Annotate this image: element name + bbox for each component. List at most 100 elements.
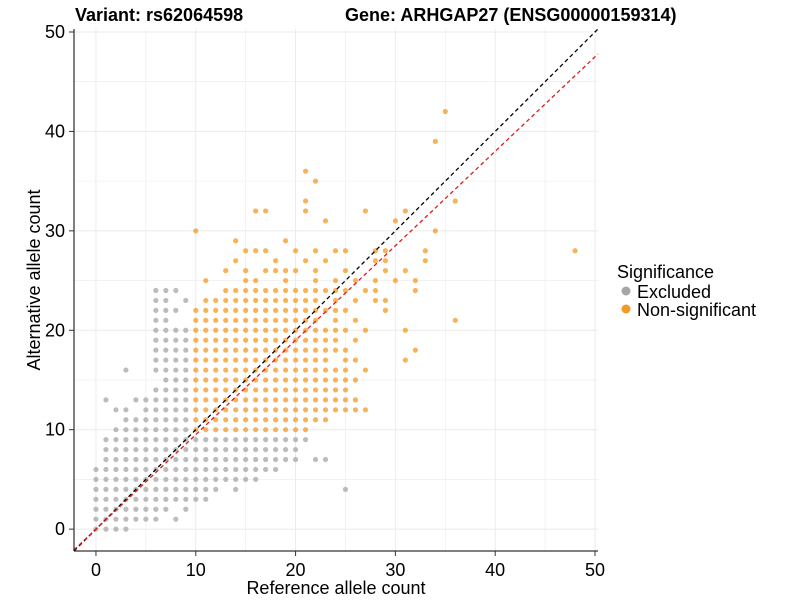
data-point bbox=[233, 367, 239, 373]
data-point bbox=[302, 168, 309, 174]
data-point bbox=[183, 446, 189, 453]
data-point bbox=[143, 407, 149, 413]
data-point bbox=[302, 258, 309, 264]
data-point bbox=[123, 526, 129, 532]
data-point bbox=[183, 297, 189, 304]
data-point bbox=[253, 456, 259, 463]
data-point bbox=[292, 268, 299, 274]
data-point bbox=[223, 337, 229, 343]
data-point bbox=[273, 417, 279, 423]
data-point bbox=[402, 327, 408, 333]
data-point bbox=[273, 387, 279, 393]
data-point bbox=[143, 437, 149, 443]
data-point bbox=[243, 337, 249, 343]
data-point bbox=[253, 277, 259, 284]
data-point bbox=[233, 317, 239, 323]
data-point bbox=[322, 397, 329, 403]
data-point bbox=[273, 427, 279, 433]
data-point bbox=[183, 397, 189, 403]
data-point bbox=[213, 367, 219, 373]
data-point bbox=[193, 456, 199, 463]
data-point bbox=[203, 446, 209, 453]
data-point bbox=[123, 486, 129, 492]
data-point bbox=[223, 427, 229, 433]
data-point bbox=[322, 337, 329, 343]
data-point bbox=[193, 486, 199, 492]
data-point bbox=[243, 476, 249, 483]
data-point bbox=[223, 347, 229, 353]
legend-swatch-non-significant bbox=[621, 304, 631, 314]
data-point bbox=[243, 347, 249, 353]
data-point bbox=[213, 327, 219, 333]
data-point bbox=[243, 317, 249, 323]
data-point bbox=[143, 456, 149, 463]
data-point bbox=[372, 258, 379, 264]
data-point bbox=[133, 397, 139, 403]
data-point bbox=[173, 496, 179, 502]
data-point bbox=[243, 277, 249, 284]
data-point bbox=[253, 208, 259, 214]
data-point bbox=[153, 476, 159, 483]
data-point bbox=[163, 307, 169, 313]
data-point bbox=[133, 456, 139, 463]
data-point bbox=[332, 337, 339, 343]
data-point bbox=[372, 277, 379, 284]
data-point bbox=[173, 377, 179, 383]
x-tick-label: 50 bbox=[585, 560, 605, 580]
data-point bbox=[292, 407, 299, 413]
data-point bbox=[193, 327, 199, 333]
x-tick-label: 30 bbox=[385, 560, 405, 580]
data-point bbox=[183, 496, 189, 502]
data-point bbox=[253, 427, 259, 433]
data-point bbox=[223, 387, 229, 393]
data-point bbox=[143, 466, 149, 473]
data-point bbox=[263, 377, 269, 383]
data-point bbox=[153, 317, 159, 323]
data-point bbox=[263, 456, 269, 463]
data-point bbox=[243, 446, 249, 453]
data-point bbox=[163, 297, 169, 304]
data-point bbox=[223, 417, 229, 423]
data-point bbox=[163, 417, 169, 423]
data-point bbox=[322, 307, 329, 313]
data-point bbox=[452, 317, 458, 323]
data-point bbox=[173, 486, 179, 492]
data-point bbox=[233, 258, 239, 264]
data-point bbox=[93, 466, 99, 473]
data-point bbox=[253, 327, 259, 333]
data-point bbox=[123, 437, 129, 443]
data-point bbox=[442, 108, 448, 115]
data-point bbox=[163, 397, 169, 403]
data-point bbox=[153, 496, 159, 502]
data-point bbox=[153, 506, 159, 512]
data-point bbox=[253, 446, 259, 453]
data-point bbox=[263, 337, 269, 343]
data-point bbox=[352, 337, 359, 343]
data-point bbox=[133, 466, 139, 473]
data-point bbox=[362, 407, 369, 413]
data-point bbox=[322, 456, 329, 463]
data-point bbox=[133, 476, 139, 483]
data-point bbox=[153, 427, 159, 433]
data-point bbox=[302, 287, 309, 294]
data-point bbox=[153, 407, 159, 413]
data-point bbox=[312, 417, 319, 423]
data-point bbox=[103, 476, 109, 483]
data-point bbox=[143, 446, 149, 453]
data-point bbox=[302, 427, 309, 433]
data-point bbox=[103, 456, 109, 463]
data-point bbox=[203, 337, 209, 343]
data-point bbox=[203, 456, 209, 463]
data-point bbox=[282, 397, 289, 403]
data-point bbox=[282, 307, 289, 313]
data-point bbox=[292, 397, 299, 403]
series-non-significant bbox=[193, 108, 578, 433]
data-point bbox=[163, 337, 169, 343]
data-point bbox=[263, 437, 269, 443]
data-point bbox=[203, 377, 209, 383]
data-point bbox=[173, 387, 179, 393]
data-point bbox=[243, 357, 249, 363]
data-point bbox=[233, 307, 239, 313]
data-point bbox=[213, 377, 219, 383]
data-point bbox=[113, 496, 119, 502]
